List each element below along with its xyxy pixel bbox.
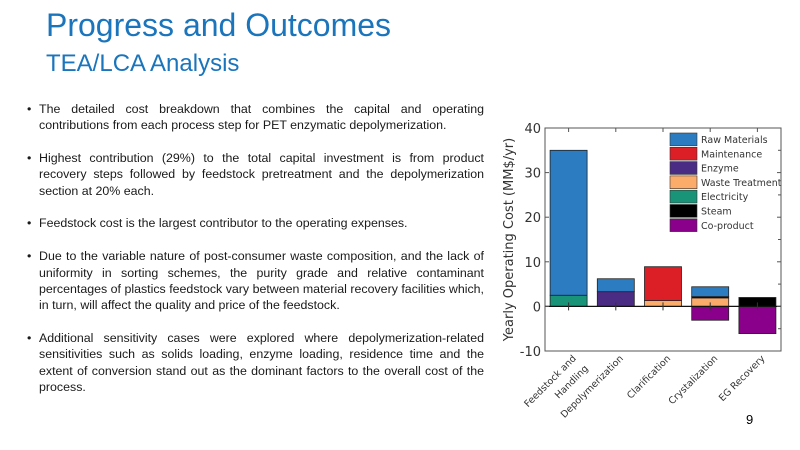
page-number: 9: [746, 412, 754, 427]
y-axis-label: Yearly Operating Cost (MM$/yr): [502, 138, 517, 342]
legend-label: Steam: [701, 207, 732, 218]
bullet-icon: •: [27, 151, 32, 166]
y-tick-label: 20: [524, 211, 541, 226]
bullet-item: • Feedstock cost is the largest contribut…: [27, 215, 484, 231]
legend-label: Co-product: [701, 221, 754, 232]
bullet-text: Highest contribution (29%) to the total …: [39, 151, 484, 198]
legend-swatch: [669, 132, 698, 147]
legend-label: Waste Treatment: [701, 178, 782, 189]
slide-subtitle: TEA/LCA Analysis: [46, 50, 240, 77]
y-tick-label: 30: [524, 167, 541, 182]
legend-swatch: [669, 147, 698, 161]
y-tick-label: 0: [533, 300, 541, 315]
x-tick-label: Clarification: [625, 353, 673, 401]
legend-swatch: [669, 161, 698, 175]
bullet-text: The detailed cost breakdown that combine…: [39, 102, 484, 133]
x-tick-label: EG Recovery: [717, 353, 768, 404]
bar-raw-materials: [596, 278, 635, 293]
legend-swatch: [669, 218, 698, 232]
bullet-list: • The detailed cost breakdown that combin…: [27, 101, 484, 412]
y-tick-label: 40: [524, 122, 541, 137]
x-tick-label: Crystalization: [667, 353, 721, 407]
bullet-item: • Highest contribution (29%) to the total…: [27, 150, 484, 199]
legend-swatch: [669, 189, 698, 204]
bar-raw-materials: [691, 286, 730, 297]
bullet-item: • The detailed cost breakdown that combin…: [27, 101, 484, 134]
bullet-text: Additional sensitivity cases were explor…: [39, 330, 484, 394]
bullet-icon: •: [27, 102, 32, 116]
bar-maintenance: [644, 266, 682, 302]
legend-label: Electricity: [701, 192, 749, 203]
bar-co-product: [738, 305, 777, 335]
slide-title: Progress and Outcomes: [46, 7, 392, 43]
legend-label: Enzyme: [701, 164, 739, 175]
legend-swatch: [669, 204, 698, 218]
bullet-icon: •: [27, 249, 32, 264]
bullet-item: • Additional sensitivity cases were explo…: [27, 330, 484, 395]
bar-raw-materials: [549, 149, 588, 296]
bullet-icon: •: [27, 216, 32, 231]
y-tick-label: -10: [520, 345, 541, 360]
bullet-item: • Due to the variable nature of post-cons…: [27, 248, 484, 313]
bullet-text: Due to the variable nature of post-consu…: [39, 249, 484, 313]
legend-swatch: [669, 175, 698, 189]
y-tick-label: 10: [524, 256, 541, 271]
bullet-icon: •: [27, 330, 32, 345]
legend-label: Maintenance: [701, 149, 762, 160]
legend-label: Raw Materials: [701, 135, 768, 146]
bullet-text: Feedstock cost is the largest contributo…: [39, 216, 408, 231]
